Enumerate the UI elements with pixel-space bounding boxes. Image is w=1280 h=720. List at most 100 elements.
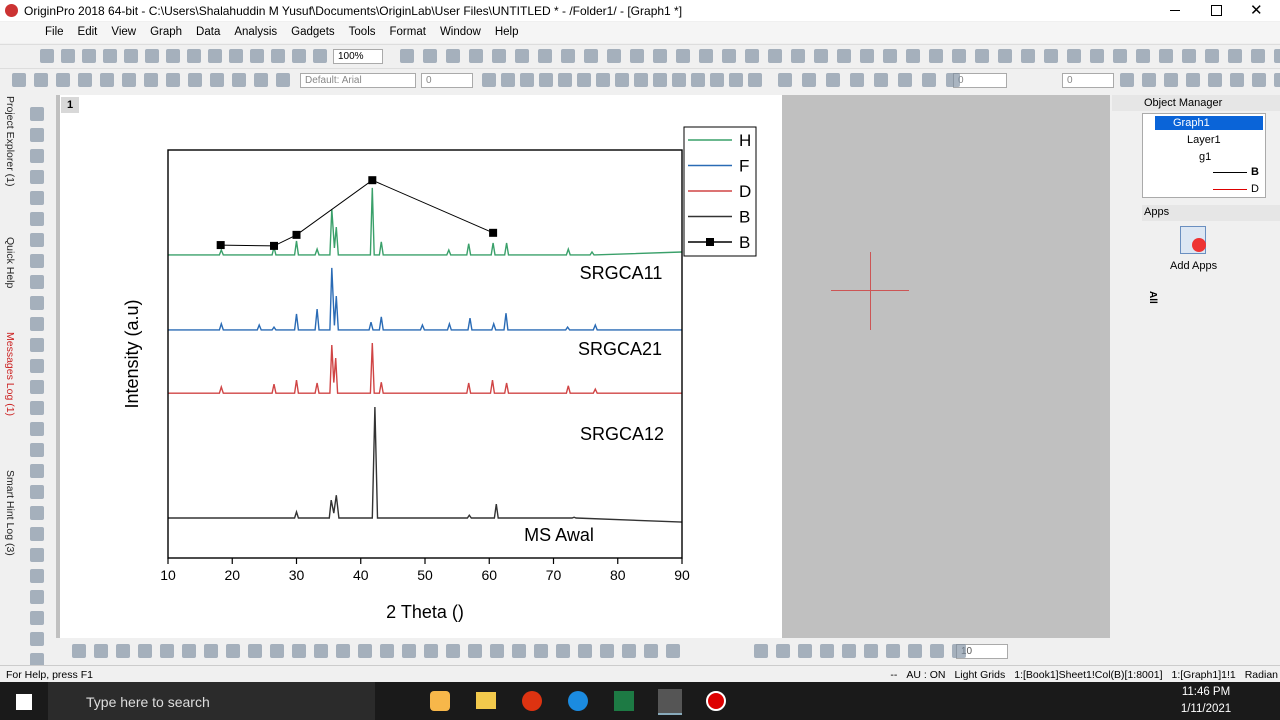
menu-item[interactable]: Graph — [150, 26, 183, 38]
toolbar-icon[interactable] — [930, 644, 944, 658]
toolbar-icon[interactable] — [745, 49, 759, 63]
toolbar-icon[interactable] — [30, 506, 44, 520]
toolbar-icon[interactable] — [534, 644, 548, 658]
taskbar-app[interactable] — [522, 691, 542, 711]
toolbar-icon[interactable] — [908, 644, 922, 658]
toolbar-icon[interactable] — [1113, 49, 1127, 63]
toolbar-icon[interactable] — [561, 49, 575, 63]
toolbar-icon[interactable] — [292, 644, 306, 658]
toolbar-icon[interactable] — [30, 380, 44, 394]
toolbar-icon[interactable] — [1090, 49, 1104, 63]
side-tab[interactable]: Project Explorer (1) — [4, 96, 16, 187]
toolbar-icon[interactable] — [1251, 49, 1265, 63]
toolbar-icon[interactable] — [615, 73, 629, 87]
toolbar-icon[interactable] — [229, 49, 243, 63]
toolbar-icon[interactable] — [188, 73, 202, 87]
toolbar-icon[interactable] — [482, 73, 496, 87]
toolbar-icon[interactable] — [699, 49, 713, 63]
toolbar-icon[interactable] — [556, 644, 570, 658]
toolbar-icon[interactable] — [578, 644, 592, 658]
toolbar-icon[interactable] — [778, 73, 792, 87]
toolbar-icon[interactable] — [1182, 49, 1196, 63]
toolbar-icon[interactable] — [722, 49, 736, 63]
toolbar-icon[interactable] — [1205, 49, 1219, 63]
toolbar-icon[interactable] — [1274, 49, 1280, 63]
toolbar-icon[interactable] — [906, 49, 920, 63]
menu-item[interactable]: Gadgets — [291, 26, 335, 38]
toolbar-icon[interactable] — [116, 644, 130, 658]
menu-item[interactable]: Data — [196, 26, 221, 38]
toolbar-icon[interactable] — [634, 73, 648, 87]
toolbar-icon[interactable] — [501, 73, 515, 87]
taskbar-app[interactable] — [706, 691, 726, 711]
toolbar-icon[interactable] — [492, 49, 506, 63]
toolbar-icon[interactable] — [30, 443, 44, 457]
toolbar-icon[interactable] — [271, 49, 285, 63]
toolbar-icon[interactable] — [1120, 73, 1134, 87]
toolbar-icon[interactable] — [276, 73, 290, 87]
toolbar-icon[interactable] — [791, 49, 805, 63]
toolbar-icon[interactable] — [232, 73, 246, 87]
taskbar-app[interactable] — [614, 691, 634, 711]
toolbar-icon[interactable] — [138, 644, 152, 658]
tree-item[interactable]: B — [1251, 166, 1259, 178]
apps-tab[interactable]: All — [1147, 291, 1158, 304]
toolbar-icon[interactable] — [874, 73, 888, 87]
toolbar-icon[interactable] — [1159, 49, 1173, 63]
toolbar-icon[interactable] — [166, 49, 180, 63]
toolbar-icon[interactable] — [577, 73, 591, 87]
toolbar-icon[interactable] — [748, 73, 762, 87]
menu-item[interactable]: Format — [389, 26, 426, 38]
toolbar-icon[interactable] — [94, 644, 108, 658]
fill-box[interactable]: 0 — [1062, 73, 1114, 88]
toolbar-icon[interactable] — [30, 296, 44, 310]
toolbar-icon[interactable] — [922, 73, 936, 87]
toolbar-icon[interactable] — [1067, 49, 1081, 63]
taskbar-app[interactable] — [476, 692, 496, 709]
search-box[interactable] — [48, 682, 375, 720]
toolbar-icon[interactable] — [691, 73, 705, 87]
toolbar-icon[interactable] — [446, 49, 460, 63]
toolbar-icon[interactable] — [144, 73, 158, 87]
toolbar-icon[interactable] — [12, 73, 26, 87]
search-text[interactable]: Type here to search — [86, 694, 210, 710]
toolbar-icon[interactable] — [814, 49, 828, 63]
toolbar-icon[interactable] — [336, 644, 350, 658]
toolbar-icon[interactable] — [30, 275, 44, 289]
toolbar-icon[interactable] — [1021, 49, 1035, 63]
toolbar-icon[interactable] — [622, 644, 636, 658]
toolbar-icon[interactable] — [886, 644, 900, 658]
toolbar-icon[interactable] — [100, 73, 114, 87]
tree-item[interactable]: D — [1251, 183, 1259, 195]
side-tab[interactable]: Quick Help — [4, 237, 16, 289]
toolbar-icon[interactable] — [248, 644, 262, 658]
toolbar-icon[interactable] — [208, 49, 222, 63]
toolbar-icon[interactable] — [946, 73, 960, 87]
toolbar-icon[interactable] — [630, 49, 644, 63]
toolbar-icon[interactable] — [61, 49, 75, 63]
toolbar-icon[interactable] — [1142, 73, 1156, 87]
toolbar-icon[interactable] — [210, 73, 224, 87]
toolbar-icon[interactable] — [490, 644, 504, 658]
toolbar-icon[interactable] — [30, 191, 44, 205]
menu-item[interactable]: Analysis — [234, 26, 278, 38]
menu-item[interactable]: Help — [494, 26, 519, 38]
toolbar-icon[interactable] — [1252, 73, 1266, 87]
menu-item[interactable]: Edit — [77, 26, 98, 38]
toolbar-icon[interactable] — [666, 644, 680, 658]
toolbar-icon[interactable] — [729, 73, 743, 87]
toolbar-icon[interactable] — [1186, 73, 1200, 87]
toolbar-icon[interactable] — [1230, 73, 1244, 87]
tree-item[interactable]: Graph1 — [1173, 117, 1210, 129]
toolbar-icon[interactable] — [30, 254, 44, 268]
toolbar-icon[interactable] — [952, 644, 966, 658]
toolbar-icon[interactable] — [30, 149, 44, 163]
font-size-box[interactable]: 0 — [421, 73, 473, 88]
toolbar-icon[interactable] — [644, 644, 658, 658]
minimize[interactable] — [1170, 10, 1180, 11]
toolbar-icon[interactable] — [30, 401, 44, 415]
toolbar-icon[interactable] — [30, 653, 44, 667]
side-tab[interactable]: Messages Log (1) — [4, 332, 16, 417]
restore[interactable] — [1211, 5, 1222, 16]
toolbar-icon[interactable] — [30, 107, 44, 121]
